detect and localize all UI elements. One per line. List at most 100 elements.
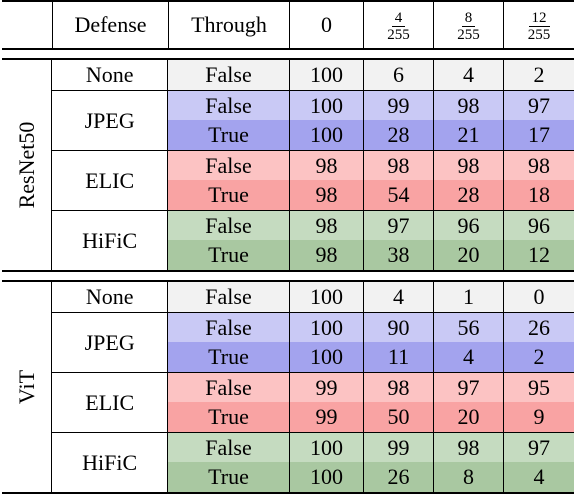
results-table: Defense Through 0 4 255 8 255 12 255 ResNet… — [2, 0, 574, 494]
table-row: False 100 6 4 2 — [168, 60, 574, 90]
table-row: False 100 99 98 97 — [168, 90, 574, 120]
header-model — [2, 2, 52, 48]
defense-cell: JPEG — [52, 90, 167, 150]
value-cell: 97 — [503, 433, 574, 462]
value-cell: 98 — [503, 151, 574, 180]
defense-cell: JPEG — [52, 312, 167, 372]
table-row: False 98 97 96 96 — [168, 210, 574, 240]
value-cell: 98 — [363, 151, 433, 180]
value-cell: 6 — [363, 60, 433, 90]
value-cell: 8 — [433, 462, 503, 492]
table-row: True 100 28 21 17 — [168, 120, 574, 150]
value-cell: 17 — [503, 120, 574, 150]
values-column: False 100 4 1 0 False 100 90 56 26 True 100 11 4 2 Fals… — [167, 282, 574, 492]
value-cell: 56 — [433, 313, 503, 342]
defense-column: None JPEG ELIC HiFiC — [51, 60, 167, 270]
value-cell: 38 — [363, 240, 433, 270]
defense-cell: None — [85, 62, 134, 87]
table-row: False 98 98 98 98 — [168, 150, 574, 180]
through-cell: True — [208, 464, 249, 489]
through-cell: False — [205, 284, 252, 309]
value-cell: 98 — [289, 180, 363, 210]
model-label: ResNet50 — [13, 121, 39, 209]
header-row: Defense Through 0 4 255 8 255 12 255 — [2, 0, 574, 50]
table-row: False 100 99 98 97 — [168, 432, 574, 462]
table-row: False 99 98 97 95 — [168, 372, 574, 402]
value-cell: 97 — [433, 373, 503, 402]
value-cell: 98 — [433, 91, 503, 120]
header-eps-4: 4 255 — [363, 2, 433, 48]
value-cell: 11 — [363, 342, 433, 372]
value-cell: 4 — [363, 282, 433, 312]
through-cell: True — [208, 404, 249, 429]
defense-cell: HiFiC — [52, 432, 167, 492]
value-cell: 98 — [289, 240, 363, 270]
through-cell: False — [205, 213, 252, 238]
value-cell: 28 — [363, 120, 433, 150]
value-cell: 100 — [289, 60, 363, 90]
through-cell: False — [205, 62, 252, 87]
value-cell: 0 — [503, 282, 574, 312]
defense-cell: ELIC — [52, 372, 167, 432]
through-cell: False — [205, 315, 252, 340]
value-cell: 100 — [289, 462, 363, 492]
table-body: ResNet50 None JPEG ELIC HiFiC False 100 6 4 2 Fals… — [2, 58, 574, 494]
value-cell: 20 — [433, 402, 503, 432]
defense-cell: HiFiC — [52, 210, 167, 270]
value-cell: 98 — [433, 151, 503, 180]
through-cell: False — [205, 93, 252, 118]
table-row: True 98 38 20 12 — [168, 240, 574, 270]
value-cell: 98 — [289, 211, 363, 240]
value-cell: 28 — [433, 180, 503, 210]
value-cell: 12 — [503, 240, 574, 270]
header-through: Through — [168, 2, 289, 48]
value-cell: 90 — [363, 313, 433, 342]
value-cell: 100 — [289, 433, 363, 462]
value-cell: 26 — [363, 462, 433, 492]
value-cell: 98 — [433, 433, 503, 462]
defense-cell: None — [85, 284, 134, 309]
model-label: ViT — [13, 369, 39, 405]
value-cell: 96 — [503, 211, 574, 240]
defense-cell: ELIC — [52, 150, 167, 210]
value-cell: 95 — [503, 373, 574, 402]
table-row: True 98 54 28 18 — [168, 180, 574, 210]
table-row: False 100 4 1 0 — [168, 282, 574, 312]
value-cell: 50 — [363, 402, 433, 432]
table-row: True 99 50 20 9 — [168, 402, 574, 432]
table-row: True 100 11 4 2 — [168, 342, 574, 372]
value-cell: 99 — [363, 91, 433, 120]
value-cell: 54 — [363, 180, 433, 210]
through-cell: True — [208, 122, 249, 147]
value-cell: 100 — [289, 313, 363, 342]
through-cell: False — [205, 435, 252, 460]
value-cell: 2 — [503, 342, 574, 372]
value-cell: 26 — [503, 313, 574, 342]
header-defense: Defense — [52, 2, 168, 48]
value-cell: 4 — [503, 462, 574, 492]
value-cell: 21 — [433, 120, 503, 150]
through-cell: True — [208, 242, 249, 267]
value-cell: 4 — [433, 60, 503, 90]
value-cell: 1 — [433, 282, 503, 312]
model-block: ResNet50 None JPEG ELIC HiFiC False 100 6 4 2 Fals… — [2, 58, 574, 272]
through-cell: True — [208, 182, 249, 207]
model-block: ViT None JPEG ELIC HiFiC False 100 4 1 0 False 100 9… — [2, 280, 574, 494]
value-cell: 98 — [289, 151, 363, 180]
value-cell: 100 — [289, 91, 363, 120]
value-cell: 99 — [289, 373, 363, 402]
table-row: False 100 90 56 26 — [168, 312, 574, 342]
value-cell: 96 — [433, 211, 503, 240]
through-cell: False — [205, 153, 252, 178]
defense-column: None JPEG ELIC HiFiC — [51, 282, 167, 492]
value-cell: 100 — [289, 342, 363, 372]
header-eps-12: 12 255 — [503, 2, 574, 48]
value-cell: 98 — [363, 373, 433, 402]
value-cell: 100 — [289, 282, 363, 312]
through-cell: True — [208, 344, 249, 369]
value-cell: 2 — [503, 60, 574, 90]
value-cell: 99 — [289, 402, 363, 432]
value-cell: 97 — [503, 91, 574, 120]
values-column: False 100 6 4 2 False 100 99 98 97 True 100 28 21 17 Fa… — [167, 60, 574, 270]
through-cell: False — [205, 375, 252, 400]
